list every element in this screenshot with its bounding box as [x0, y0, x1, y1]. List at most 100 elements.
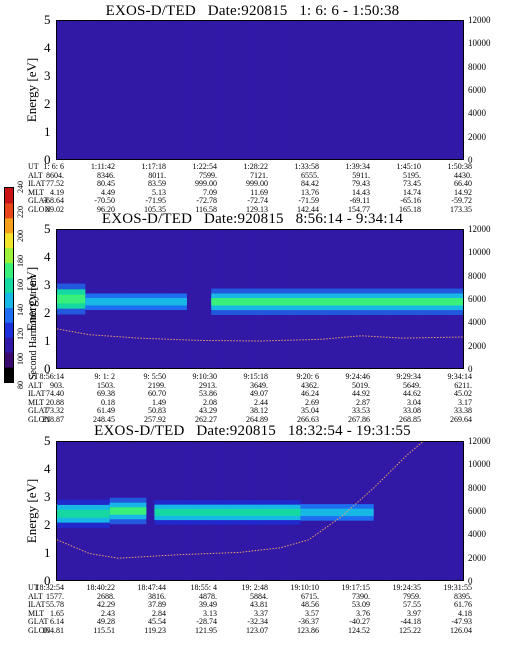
spectrogram-texture — [78, 21, 79, 159]
spectrogram-texture — [102, 21, 103, 159]
temperature-tick-label: 6000 — [468, 294, 486, 304]
temperature-tick-label: 10000 — [468, 459, 491, 470]
energy-tick-label: 0 — [44, 152, 51, 167]
ephemeris-cell: 19:31:55 — [443, 583, 472, 592]
spectrogram-texture — [111, 21, 112, 159]
spectrogram-texture — [153, 442, 154, 580]
ephemeris-cell: 9: 1: 2 — [94, 372, 115, 381]
spectrogram-texture — [396, 442, 397, 580]
temperature-tick-label: 2000 — [468, 131, 486, 142]
ephemeris-cell: 105.35 — [144, 204, 166, 214]
ephemeris-row-name: GLON — [28, 204, 51, 214]
spectrogram-texture — [327, 21, 328, 159]
ephemeris-cell: 96.20 — [97, 204, 115, 214]
ephemeris-cell: -70.50 — [94, 196, 115, 205]
ephemeris-cell: 5195. — [403, 170, 421, 180]
spectrogram-texture — [402, 442, 403, 580]
ephemeris-row-name: ALT — [28, 170, 43, 180]
spectrogram-texture — [108, 21, 109, 159]
ephemeris-cell: 5019. — [352, 380, 370, 390]
ephemeris-cell: 2688. — [97, 591, 115, 601]
spectrogram-texture — [309, 21, 310, 159]
ephemeris-cell: 116.58 — [195, 204, 217, 214]
ephemeris-cell: 61.49 — [97, 406, 115, 415]
colorbar-segment — [5, 292, 13, 308]
energy-tick-label: 1 — [44, 124, 51, 139]
spectrogram-texture — [138, 21, 139, 159]
ephemeris-cell: 44.62 — [403, 389, 421, 398]
ephemeris-cell: 4878. — [199, 591, 217, 601]
spectrogram-texture — [114, 21, 115, 159]
temperature-tick-label: 2000 — [468, 340, 486, 351]
ephemeris-cell: 8604. — [46, 170, 64, 180]
spectrogram-texture — [99, 21, 100, 159]
ephemeris-cell: 13.76 — [301, 187, 319, 197]
ephemeris-row-name: MLT — [28, 608, 45, 618]
ion-band-core — [300, 508, 374, 517]
spectrogram-texture — [399, 21, 400, 159]
ephemeris-cell: 5911. — [352, 170, 370, 180]
spectrogram-texture — [210, 21, 211, 159]
spectrogram-plot — [56, 20, 464, 160]
temperature-tick-label: 10000 — [468, 247, 491, 258]
spectrogram-texture — [429, 442, 430, 580]
spectrogram-texture — [450, 21, 451, 159]
ephemeris-cell: 3.97 — [407, 608, 421, 618]
ion-band-core — [85, 298, 187, 306]
spectrogram-texture — [159, 21, 160, 159]
ephemeris-cell: 84.42 — [301, 179, 319, 188]
spectrogram-texture — [417, 21, 418, 159]
ephemeris-row-name: ALT — [28, 380, 43, 390]
ephemeris-cell: 55.78 — [46, 600, 64, 609]
spectrogram-plot — [56, 441, 464, 581]
spectrogram-texture — [252, 21, 253, 159]
ephemeris-cell: 1503. — [97, 380, 115, 390]
spectrogram-texture — [207, 21, 208, 159]
spectrogram-texture — [417, 442, 418, 580]
spectrogram-texture — [459, 442, 460, 580]
spectrogram-texture — [150, 21, 151, 159]
colorbar-segment — [5, 188, 13, 204]
spectrogram-texture — [456, 21, 457, 159]
ephemeris-cell: 2.84 — [152, 608, 166, 618]
colorbar — [4, 187, 14, 383]
ephemeris-cell: 1.65 — [50, 608, 64, 618]
ephemeris-row-name: GLON — [28, 625, 51, 635]
ephemeris-cell: 269.64 — [450, 414, 472, 424]
ephemeris-cell: 3.13 — [203, 608, 217, 618]
spectrogram-texture — [462, 21, 463, 159]
ephemeris-cell: 38.12 — [250, 406, 268, 415]
spectrogram-texture — [432, 21, 433, 159]
spectrogram-texture — [165, 21, 166, 159]
colorbar-label: Second Harmonic Current — [28, 275, 39, 380]
spectrogram-texture — [456, 442, 457, 580]
spectrogram-texture — [198, 230, 199, 368]
ion-band-core — [211, 298, 463, 306]
spectrogram-texture — [303, 21, 304, 159]
spectrogram-texture — [300, 21, 301, 159]
spectrogram-texture — [324, 21, 325, 159]
energy-tick-label: 0 — [44, 573, 51, 588]
ephemeris-cell: 50.83 — [148, 406, 166, 415]
spectrogram-texture — [336, 21, 337, 159]
ephemeris-cell: -72.78 — [196, 196, 217, 205]
spectrogram-texture — [450, 442, 451, 580]
ephemeris-cell: 19: 2:48 — [241, 583, 268, 592]
ephemeris-row-name: UT — [28, 162, 39, 171]
ephemeris-cell: 126.04 — [450, 625, 472, 635]
ephemeris-cell: 18:32:54 — [35, 583, 64, 592]
ephemeris-cell: 4430. — [454, 170, 472, 180]
temperature-tick-label: 8000 — [468, 270, 486, 281]
colorbar-tick-label: 80 — [16, 381, 25, 389]
spectrogram-texture — [216, 21, 217, 159]
panel-title: EXOS-D/TED Date:920815 18:32:54 - 19:31:… — [94, 423, 411, 439]
colorbar-segment — [5, 352, 13, 368]
spectrogram-texture — [426, 442, 427, 580]
ephemeris-cell: 6555. — [301, 170, 319, 180]
ephemeris-cell: 66.40 — [454, 179, 472, 188]
energy-tick-label: 3 — [44, 68, 51, 83]
ephemeris-cell: -71.59 — [298, 196, 319, 205]
spectrogram-texture — [168, 21, 169, 159]
ephemeris-cell: 39.49 — [199, 600, 217, 609]
spectrogram-texture — [351, 21, 352, 159]
